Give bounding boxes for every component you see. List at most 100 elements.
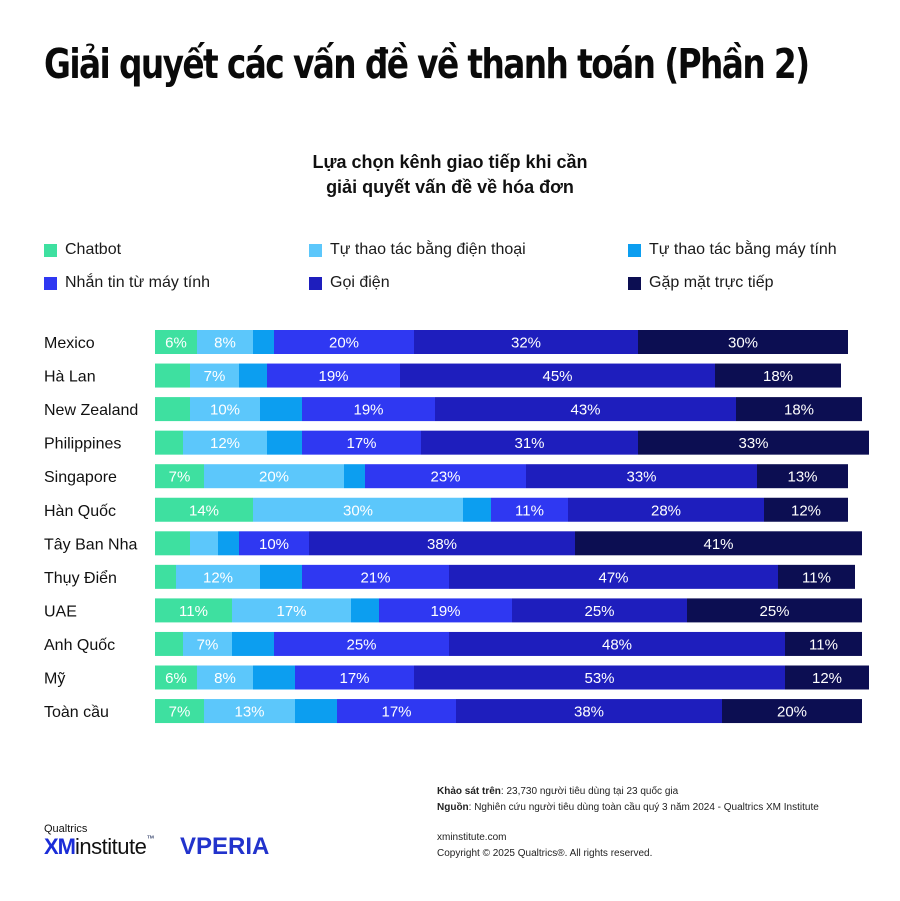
bar-segment <box>197 330 253 354</box>
bar-segment <box>351 598 379 623</box>
bar-segment <box>232 598 351 623</box>
legend-label: Nhắn tin từ máy tính <box>65 274 210 291</box>
bar-segment <box>204 464 344 489</box>
data-label: 19% <box>353 402 383 419</box>
legend-swatch <box>44 276 57 290</box>
bar-segment <box>155 598 232 623</box>
bar-segment <box>253 665 295 690</box>
data-label: 25% <box>584 603 614 620</box>
bar-segment <box>400 363 715 388</box>
data-label: 30% <box>343 502 373 519</box>
data-label: 12% <box>210 435 240 452</box>
bar-segment <box>302 397 435 422</box>
data-label: 38% <box>574 704 604 721</box>
data-label: 32% <box>511 335 541 352</box>
bar-segment <box>379 598 512 623</box>
data-label: 33% <box>626 469 656 486</box>
bar-segment <box>253 497 463 522</box>
bar-segment <box>183 631 232 656</box>
data-label: 17% <box>346 435 376 452</box>
bar-segment <box>309 531 575 556</box>
data-label: 47% <box>598 569 628 586</box>
bar-segment <box>421 430 638 455</box>
data-label: 11% <box>179 603 208 620</box>
bar-segment <box>204 699 295 724</box>
bar-segment <box>155 363 190 388</box>
data-label: 45% <box>542 368 572 385</box>
bar-segment <box>512 598 687 623</box>
data-label: 19% <box>318 368 348 385</box>
legend-item-6: Gặp mặt trực tiếp <box>628 274 774 292</box>
bar-segment <box>302 430 421 455</box>
data-label: 17% <box>381 704 411 721</box>
data-label: 33% <box>738 435 768 452</box>
data-label: 11% <box>809 636 838 653</box>
category-label: Thụy Điển <box>44 569 117 587</box>
category-label: Anh Quốc <box>44 637 115 654</box>
category-label: Singapore <box>44 469 117 486</box>
bar-segment <box>239 531 309 556</box>
legend-label: Gọi điện <box>330 274 390 291</box>
source-value: : Nghiên cứu người tiêu dùng toàn cầu qu… <box>468 802 819 813</box>
data-label: 7% <box>169 704 191 721</box>
data-label: 23% <box>430 469 460 486</box>
data-label: 10% <box>210 402 240 419</box>
data-label: 12% <box>203 569 233 586</box>
trademark-symbol: ™ <box>146 834 155 843</box>
data-label: 18% <box>763 368 793 385</box>
bar-segment <box>274 631 449 656</box>
bar-segment <box>183 430 267 455</box>
source-note: Nguồn: Nghiên cứu người tiêu dùng toàn c… <box>437 800 819 816</box>
bar-segment <box>687 598 862 623</box>
bar-segment <box>190 531 218 556</box>
bar-segment <box>344 464 365 489</box>
legend-item-1: Chatbot <box>44 241 121 259</box>
bar-segment <box>638 430 869 455</box>
bar-segment <box>435 397 736 422</box>
legend-swatch <box>309 276 322 290</box>
bar-segment <box>414 665 785 690</box>
category-label: Mexico <box>44 335 95 352</box>
vperia-logo: VPERIA <box>180 833 270 860</box>
category-label: New Zealand <box>44 402 138 419</box>
data-label: 11% <box>802 569 831 586</box>
bar-segment <box>197 665 253 690</box>
chart-title-line-1: Lựa chọn kênh giao tiếp khi cần <box>312 152 588 172</box>
data-label: 11% <box>515 502 544 519</box>
data-label: 17% <box>339 670 369 687</box>
bar-segment <box>267 430 302 455</box>
bar-segment <box>155 397 190 422</box>
legend-label: Gặp mặt trực tiếp <box>649 274 774 291</box>
website: xminstitute.com <box>437 832 507 843</box>
data-label: 25% <box>759 603 789 620</box>
bar-segment <box>365 464 526 489</box>
data-label: 8% <box>214 335 236 352</box>
category-label: Hà Lan <box>44 369 96 386</box>
legend-item-5: Gọi điện <box>309 274 390 292</box>
page-title: Giải quyết các vấn đề về thanh toán (Phầ… <box>44 40 810 88</box>
legend-swatch <box>628 243 641 257</box>
bar-segment <box>155 665 197 690</box>
bar-segment <box>463 497 491 522</box>
source-label: Nguồn <box>437 802 469 813</box>
category-label: Philippines <box>44 436 121 453</box>
legend-item-4: Nhắn tin từ máy tính <box>44 274 210 292</box>
data-label: 12% <box>791 502 821 519</box>
stacked-bar-chart: Mexico 6% 8% 20% 32% 30% Hà Lan 7% 19% 45% 18% New … <box>44 330 869 724</box>
data-label: 53% <box>584 670 614 687</box>
bar-segment <box>722 699 862 724</box>
bar-segment <box>260 397 302 422</box>
bar-segment <box>414 330 638 354</box>
bar-segment <box>778 564 855 589</box>
data-label: 25% <box>346 636 376 653</box>
legend-label: Chatbot <box>65 241 122 258</box>
data-label: 18% <box>784 402 814 419</box>
data-label: 7% <box>204 368 226 385</box>
data-label: 19% <box>430 603 460 620</box>
data-label: 43% <box>570 402 600 419</box>
bar-segment <box>274 330 414 354</box>
bar-segment <box>757 464 848 489</box>
bar-segment <box>267 363 400 388</box>
bar-segment <box>785 665 869 690</box>
bar-segment <box>155 531 190 556</box>
